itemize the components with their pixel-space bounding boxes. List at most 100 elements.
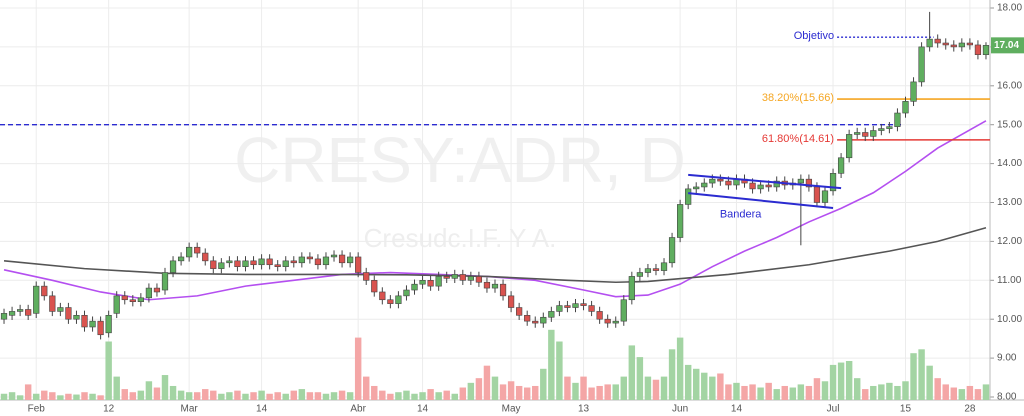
volume-bar bbox=[435, 392, 442, 400]
y-tick-label: 10.00 bbox=[997, 314, 1022, 325]
volume-bar bbox=[604, 384, 611, 400]
volume-bar bbox=[982, 384, 990, 400]
candle-body bbox=[958, 42, 965, 48]
volume-bar bbox=[701, 372, 708, 400]
candle-body bbox=[194, 246, 201, 254]
volume-bar bbox=[226, 392, 233, 400]
volume-bar bbox=[322, 393, 330, 400]
volume-bar bbox=[628, 345, 636, 400]
volume-bar bbox=[258, 390, 265, 400]
candle-body bbox=[89, 320, 96, 328]
candle-body bbox=[25, 309, 32, 316]
candle-body bbox=[258, 258, 265, 266]
candle-body bbox=[274, 264, 281, 267]
volume-bar bbox=[234, 390, 241, 400]
candle-body bbox=[266, 258, 273, 266]
candle-body bbox=[202, 252, 209, 262]
volume-bar bbox=[346, 392, 354, 400]
volume-bar bbox=[765, 382, 772, 400]
trendline bbox=[688, 192, 834, 209]
volume-bar bbox=[926, 365, 933, 400]
candle-body bbox=[169, 260, 177, 273]
volume-bar bbox=[548, 329, 555, 400]
volume-bar bbox=[89, 393, 96, 400]
volume-bar bbox=[636, 357, 644, 400]
level-label: 61.80%(14.61) bbox=[762, 133, 834, 145]
volume-bar bbox=[507, 381, 515, 400]
volume-bar bbox=[958, 389, 966, 400]
candle-body bbox=[290, 260, 297, 264]
candle-body bbox=[693, 186, 700, 190]
candle-body bbox=[242, 260, 249, 267]
volume-bar bbox=[282, 393, 289, 400]
watermark-sub: Cresudc.I.F. Y A. bbox=[364, 223, 557, 253]
candle-body bbox=[153, 287, 161, 293]
candle-body bbox=[540, 316, 547, 324]
candle-body bbox=[387, 299, 394, 304]
volume-bar bbox=[65, 393, 72, 400]
volume-bar bbox=[363, 376, 370, 400]
volume-bar bbox=[540, 368, 547, 400]
volume-bar bbox=[16, 395, 24, 400]
volume-bar bbox=[757, 387, 764, 400]
volume-bar bbox=[290, 390, 297, 400]
candle-body bbox=[81, 315, 88, 328]
candle-body bbox=[757, 184, 764, 190]
candle-body bbox=[870, 130, 877, 137]
moving-average bbox=[3, 120, 987, 301]
y-tick-label: 11.00 bbox=[997, 275, 1022, 286]
volume-bar bbox=[41, 390, 48, 400]
candle-body bbox=[475, 276, 483, 283]
volume-bar bbox=[24, 384, 32, 400]
candle-body bbox=[491, 283, 499, 289]
candle-body bbox=[588, 305, 595, 312]
candle-body bbox=[829, 173, 837, 192]
y-tick-label: 8.00 bbox=[997, 392, 1017, 403]
candle-body bbox=[113, 295, 120, 314]
volume-bar bbox=[266, 393, 273, 400]
volume-bar bbox=[564, 376, 571, 400]
volume-bar bbox=[274, 392, 281, 400]
candle-body bbox=[604, 318, 611, 324]
y-tick-label: 12.00 bbox=[997, 236, 1022, 247]
candle-body bbox=[411, 283, 418, 291]
watermark: CRESY:ADR, D bbox=[234, 124, 686, 196]
volume-bar bbox=[950, 387, 957, 400]
candle-body bbox=[121, 295, 128, 301]
candle-body bbox=[499, 283, 507, 297]
x-tick-label: Mar bbox=[181, 404, 199, 415]
volume-bar bbox=[153, 387, 161, 400]
candle-body bbox=[725, 180, 732, 186]
trendline bbox=[688, 173, 842, 190]
volume-bar bbox=[773, 389, 780, 400]
volume-bar bbox=[81, 392, 88, 400]
volume-bar bbox=[829, 364, 837, 400]
volume-bar bbox=[330, 392, 338, 400]
candle-body bbox=[17, 309, 24, 312]
candle-body bbox=[862, 132, 869, 137]
candle-body bbox=[177, 256, 185, 262]
x-tick-label: 14 bbox=[256, 404, 268, 415]
volume-bar bbox=[942, 384, 949, 400]
candle-body bbox=[918, 46, 925, 83]
candle-body bbox=[41, 285, 48, 297]
volume-bar bbox=[837, 362, 845, 400]
candle-body bbox=[443, 276, 450, 279]
y-tick-label: 16.00 bbox=[997, 80, 1022, 91]
volume-bar bbox=[483, 365, 491, 400]
volume-bar bbox=[411, 393, 418, 400]
candle-body bbox=[837, 157, 845, 174]
candle-body bbox=[298, 256, 305, 264]
x-tick-label: Jun bbox=[672, 404, 688, 415]
volume-bar bbox=[49, 392, 56, 400]
candle-body bbox=[974, 44, 982, 55]
moving-average bbox=[3, 227, 987, 284]
volume-bar bbox=[459, 387, 467, 400]
candle-body bbox=[580, 303, 587, 306]
volume-bar bbox=[105, 341, 112, 400]
volume-bar bbox=[918, 349, 925, 400]
candle-body bbox=[644, 268, 652, 273]
candle-body bbox=[419, 279, 426, 285]
volume-bar bbox=[668, 349, 676, 400]
candle-body bbox=[685, 188, 692, 205]
